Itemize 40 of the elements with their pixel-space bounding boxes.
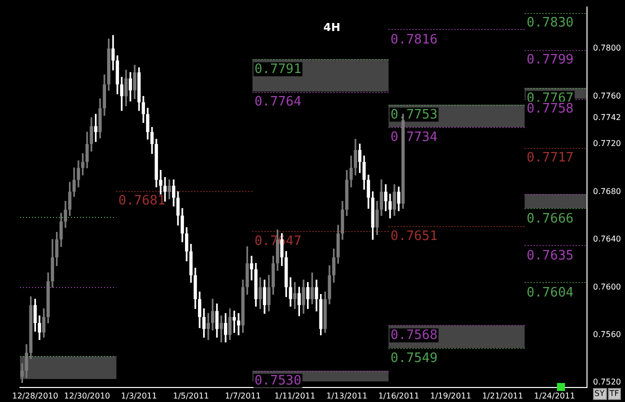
text: SY [592,388,606,400]
x-tick-label: 1/21/2011 [482,391,524,400]
ref-line-label: 0.7791 [254,62,302,78]
y-tick-label: 0.7640 [593,234,622,244]
x-tick-label: 1/19/2011 [430,391,472,400]
x-tick-label: 1/13/2011 [326,391,368,400]
x-tick-label: 1/7/2011 [224,391,261,400]
x-tick-label: 1/3/2011 [121,391,157,400]
x-tick-label: 12/30/2010 [64,391,110,400]
y-tick-label: 0.7760 [593,91,622,100]
candlestick [236,313,240,336]
x-tick-label: 1/11/2011 [274,391,316,400]
ref-line-label: 0.7604 [526,285,574,300]
x-tick-label: 12/28/2010 [12,391,58,400]
x-tick-label: 1/24/2011 [534,391,576,400]
ref-line-label: 0.7830 [526,16,574,31]
y-tick-label: 0.7742 [593,112,622,122]
x-tick-label: 1/16/2011 [378,391,420,400]
ref-line-label: 0.7549 [390,350,438,366]
y-tick-label: 0.7720 [593,139,622,148]
ref-line-label: 0.7799 [526,52,574,68]
ref-line-label: 0.7635 [526,248,574,264]
ref-line-label: 0.7717 [526,150,574,166]
y-tick-label: 0.7560 [593,330,622,339]
ref-line-label: 0.7651 [390,229,438,244]
y-tick-label: 0.7800 [593,44,622,53]
ref-line-label: 0.7666 [526,211,574,226]
ref-line-label: 0.7764 [254,94,302,110]
text: 4H [323,20,340,34]
y-tick-label: 0.7520 [593,378,622,387]
y-tick-label: 0.7600 [593,282,622,292]
candlestick [250,256,254,280]
y-tick-label: 0.7680 [593,186,622,196]
ref-line-label: 0.7753 [390,108,438,123]
ref-line-label: 0.7530 [254,374,302,389]
ref-line-label: 0.7568 [390,328,438,344]
ref-line-label: 0.7681 [118,193,166,208]
x-tick-label: 1/5/2011 [173,391,209,400]
ref-line-label: 0.7816 [390,32,438,48]
text: TF [608,388,621,400]
